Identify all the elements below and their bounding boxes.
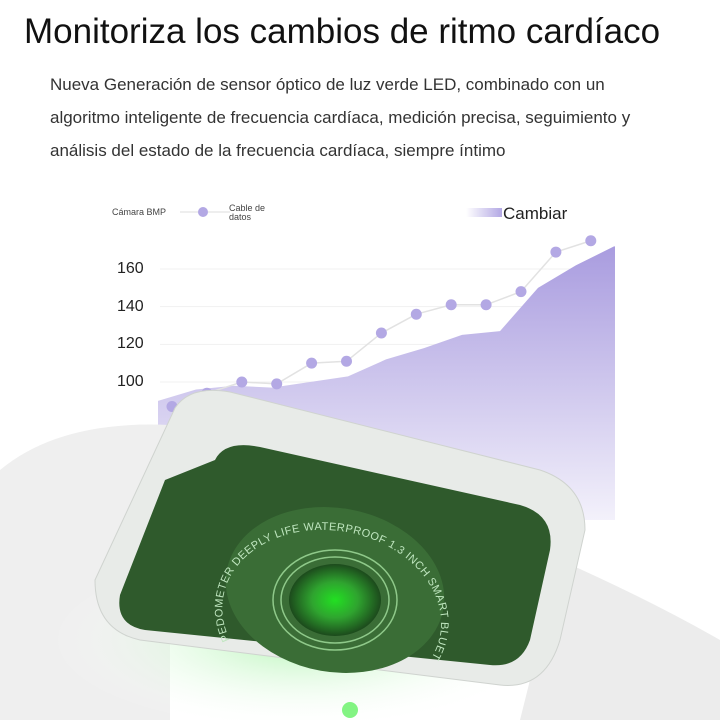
data-point — [375, 327, 387, 339]
data-point — [410, 308, 422, 320]
legend-marker — [180, 207, 230, 217]
data-point — [236, 376, 248, 388]
smartwatch-image: PEDOMETER DEEPLY LIFE WATERPROOF 1.3 INC… — [0, 380, 720, 720]
legend-camera-label: Cámara BMP — [112, 207, 167, 217]
data-point — [271, 378, 283, 390]
data-point — [480, 299, 492, 311]
data-point — [515, 286, 527, 298]
legend-cable-label: Cable de datos — [229, 203, 266, 222]
page-title: Monitoriza los cambios de ritmo cardíaco — [24, 12, 661, 51]
area-legend-swatch — [466, 208, 502, 217]
data-point — [445, 299, 457, 311]
data-point — [585, 235, 597, 247]
data-point — [306, 357, 318, 369]
heart-rate-led — [289, 564, 381, 636]
watch-band-right — [520, 560, 720, 720]
y-tick-120: 120 — [117, 335, 144, 352]
description: Nueva Generación de sensor óptico de luz… — [50, 75, 631, 160]
area-legend-label: Cambiar — [503, 204, 568, 223]
y-tick-140: 140 — [117, 298, 144, 315]
data-point — [341, 355, 352, 367]
y-tick-100: 100 — [117, 373, 144, 390]
y-tick-160: 160 — [117, 260, 144, 277]
data-point — [550, 246, 562, 258]
